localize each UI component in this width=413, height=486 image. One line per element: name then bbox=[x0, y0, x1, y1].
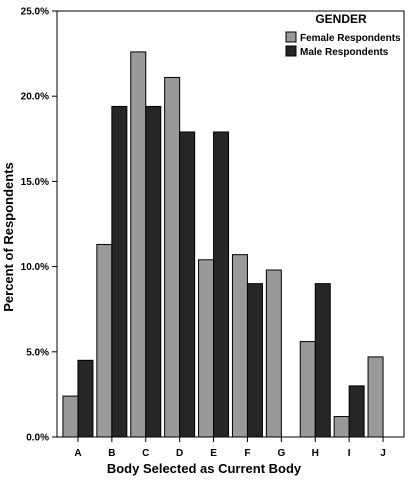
bar bbox=[96, 243, 113, 438]
x-tick-label: C bbox=[142, 448, 149, 459]
y-tick-label: 20.0% bbox=[21, 92, 49, 103]
y-tick-label: 10.0% bbox=[21, 262, 49, 273]
plot-area-frame bbox=[56, 10, 405, 438]
y-axis-title: Percent of Respondents bbox=[1, 162, 16, 312]
bar bbox=[231, 254, 248, 438]
bar bbox=[77, 359, 94, 438]
legend: GENDER Female Respondents Male Respondent… bbox=[285, 12, 401, 58]
x-tick-label: F bbox=[244, 448, 250, 459]
bar bbox=[299, 341, 316, 438]
bar bbox=[179, 131, 196, 438]
bar bbox=[198, 259, 215, 438]
x-tick-label: I bbox=[348, 448, 351, 459]
bar bbox=[333, 416, 350, 438]
x-tick-label: H bbox=[312, 448, 319, 459]
x-tick-label: E bbox=[210, 448, 217, 459]
bar bbox=[164, 76, 181, 438]
y-tick-label: 25.0% bbox=[21, 7, 49, 18]
legend-entry: Female Respondents bbox=[300, 33, 401, 44]
bar bbox=[111, 105, 128, 438]
y-tick-label: 15.0% bbox=[21, 177, 49, 188]
bar bbox=[314, 283, 331, 438]
bar bbox=[367, 356, 384, 438]
legend-entry: Male Respondents bbox=[300, 47, 389, 58]
bar bbox=[348, 385, 365, 438]
bar bbox=[246, 283, 263, 438]
x-tick-label: B bbox=[108, 448, 115, 459]
y-tick-label: 0.0% bbox=[26, 433, 49, 444]
bar bbox=[213, 131, 230, 438]
bar bbox=[130, 51, 147, 438]
x-axis-title: Body Selected as Current Body bbox=[107, 461, 302, 476]
legend-swatch bbox=[285, 45, 297, 57]
x-tick-label: A bbox=[74, 448, 81, 459]
x-tick-label: D bbox=[176, 448, 183, 459]
legend-title: GENDER bbox=[315, 12, 367, 26]
bar bbox=[265, 269, 282, 438]
bar bbox=[62, 395, 79, 438]
x-tick-label: G bbox=[277, 448, 285, 459]
x-tick-label: J bbox=[380, 448, 386, 459]
bar bbox=[145, 105, 162, 438]
legend-swatch bbox=[285, 31, 297, 43]
y-tick-label: 5.0% bbox=[26, 347, 49, 358]
